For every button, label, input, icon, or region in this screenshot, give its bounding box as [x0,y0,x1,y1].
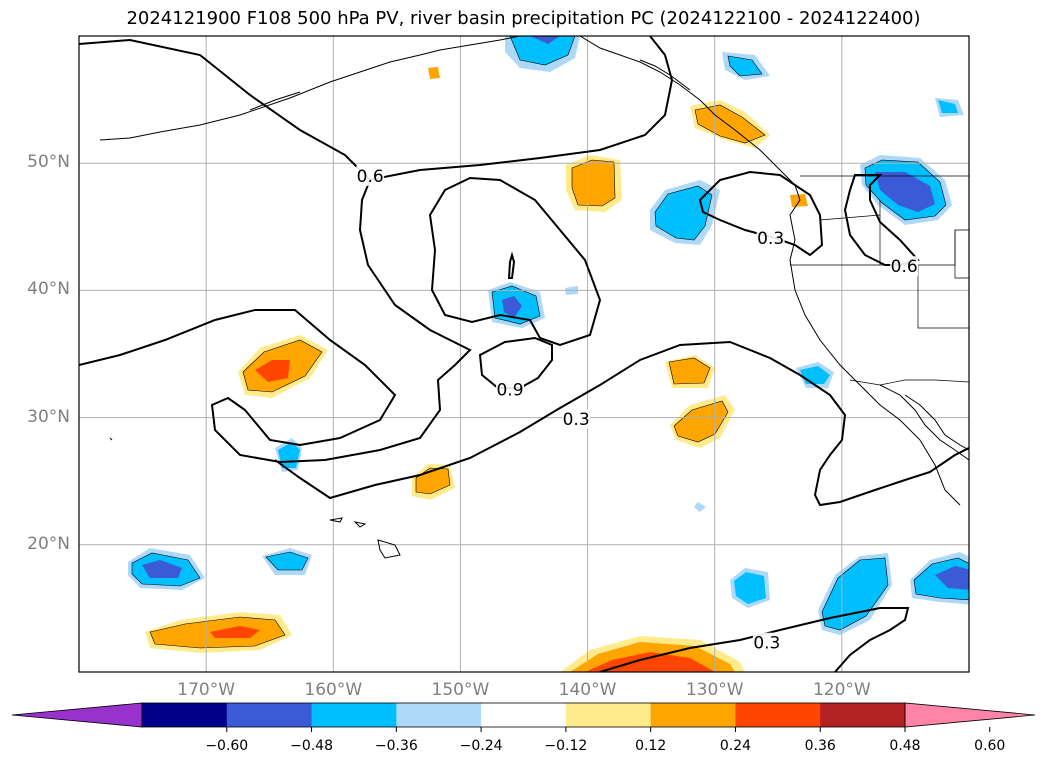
colorbar-segment [226,703,313,727]
contour-label-bg [752,632,781,653]
map-frame [78,35,970,673]
contour-label-bg [496,379,525,400]
lon-label: 150°W [431,680,490,700]
contour-label: 0.9 [496,381,523,401]
lon-label: 170°W [177,680,236,700]
colorbar-segment [142,703,228,727]
shading-outlines [131,36,969,649]
pv-contour-labels: 0.6 0.3 0.6 0.9 0.3 0.3 [356,165,919,654]
colorbar-tick-label: 0.60 [974,738,1006,754]
contour-label-bg [562,408,591,429]
lon-label: 120°W [812,680,871,700]
colorbar-tick-label: −0.36 [374,738,418,754]
contour-label-bg [890,256,919,277]
contour-label: 0.6 [891,257,918,277]
colorbar-segment [565,703,652,727]
contour-label: 0.3 [757,229,784,249]
colorbar-frame [141,702,906,728]
political-borders [790,175,969,386]
colorbar-tick-label: −0.48 [290,738,333,754]
colorbar-tick-label: 0.48 [889,738,921,754]
map-plot-area: 0.6 0.3 0.6 0.9 0.3 0.3 [79,36,969,672]
colorbar-segment [396,703,482,727]
colorbar-tick-label: −0.12 [544,738,588,754]
colorbar-tick-label: 0.12 [635,738,667,754]
colorbar-tick-label: 0.24 [719,738,752,754]
contour-label-bg [756,228,785,249]
map-title: 2024121900 F108 500 hPa PV, river basin … [126,8,921,29]
colorbar [11,702,1036,732]
lat-label: 30°N [27,406,70,427]
colorbar-tick-label: −0.60 [205,738,249,754]
lat-label: 20°N [27,533,70,554]
lon-label: 130°W [685,680,744,700]
colorbar-segment [820,703,906,727]
contour-label: 0.3 [753,634,780,654]
colorbar-segment [735,703,821,727]
colorbar-segment [481,703,567,727]
colorbar-extend-max [904,702,1036,728]
colorbar-segment [650,703,736,727]
lat-label: 40°N [27,279,70,300]
contour-label: 0.6 [357,167,384,187]
lat-label: 50°N [27,152,70,173]
contour-label-bg [356,165,385,186]
colorbar-tick-label: −0.24 [459,738,503,754]
contour-label: 0.3 [563,410,590,430]
colorbar-segment [311,703,397,727]
map-gridlines [79,36,969,672]
colorbar-tick-label: 0.36 [804,738,836,754]
lon-label: 160°W [304,680,363,700]
colorbar-extend-min [11,702,143,728]
lon-label: 140°W [558,680,617,700]
